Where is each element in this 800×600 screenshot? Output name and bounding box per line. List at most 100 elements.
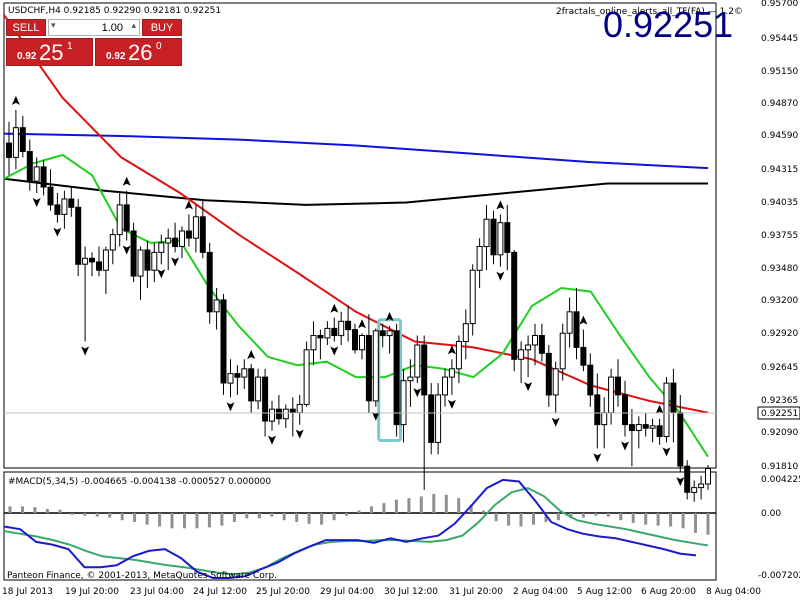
candle bbox=[483, 204, 490, 271]
candle bbox=[19, 115, 26, 158]
candle bbox=[303, 341, 310, 407]
macd-hist-bar bbox=[519, 513, 523, 527]
bull-candle-body bbox=[435, 394, 442, 443]
fractal-down-icon bbox=[32, 198, 41, 207]
bull-candle-body bbox=[566, 311, 573, 334]
bear-candle-body bbox=[206, 251, 213, 313]
fractal-up-icon bbox=[447, 345, 456, 355]
buy-price-fraction: 0 bbox=[156, 41, 162, 52]
candle bbox=[220, 294, 227, 395]
fractal-up-icon bbox=[358, 319, 366, 329]
candle bbox=[379, 323, 386, 348]
price-tick: 0.93200 bbox=[761, 296, 798, 306]
macd-hist-bar bbox=[195, 513, 199, 529]
price-tick: 0.95445 bbox=[761, 34, 798, 44]
bull-candle-body bbox=[213, 299, 220, 313]
sell-price-prefix: 0.92 bbox=[17, 51, 37, 62]
macd-hist-bar bbox=[569, 513, 573, 519]
candle bbox=[199, 199, 206, 259]
macd-hist-bar bbox=[432, 493, 436, 513]
macd-hist-bar bbox=[544, 513, 548, 522]
macd-main-line bbox=[3, 478, 697, 579]
price-tick: 0.94035 bbox=[761, 198, 798, 208]
price-chart-area[interactable] bbox=[3, 14, 711, 502]
buy-button[interactable]: BUY bbox=[142, 19, 182, 36]
candle bbox=[448, 359, 455, 395]
bull-candle-body bbox=[497, 222, 504, 256]
bull-candle-body bbox=[310, 335, 317, 351]
bull-candle-body bbox=[269, 408, 275, 422]
lot-size-input[interactable] bbox=[61, 21, 123, 34]
bear-candle-body bbox=[421, 344, 428, 396]
macd-hist-bar bbox=[8, 506, 12, 513]
time-tick: 24 Jul 12:00 bbox=[193, 587, 247, 597]
macd-hist-bar bbox=[482, 510, 486, 513]
sell-button[interactable]: SELL bbox=[6, 19, 46, 36]
candle bbox=[185, 214, 192, 247]
candle bbox=[635, 416, 642, 449]
bear-candle-body bbox=[352, 329, 358, 351]
candle bbox=[525, 335, 532, 378]
bull-candle-body bbox=[82, 257, 89, 265]
bull-candle-body bbox=[635, 424, 642, 432]
bear-candle-body bbox=[47, 186, 54, 206]
macd-hist-bar bbox=[407, 498, 411, 513]
buy-price-box[interactable]: 0.92 26 0 bbox=[95, 38, 182, 66]
bear-candle-body bbox=[504, 222, 511, 253]
macd-hist-bar bbox=[108, 513, 112, 518]
candle bbox=[123, 190, 130, 241]
macd-hist-bar bbox=[370, 506, 373, 513]
bear-candle-body bbox=[594, 394, 601, 426]
candle bbox=[504, 204, 511, 271]
current-price-box bbox=[757, 406, 800, 420]
bull-candle-body bbox=[705, 468, 711, 485]
price-tick: 0.92365 bbox=[761, 396, 798, 406]
macd-hist-bar bbox=[494, 513, 498, 522]
bull-candle-body bbox=[448, 368, 455, 378]
price-tick: 0.92645 bbox=[761, 363, 798, 373]
fractal-down-icon bbox=[524, 382, 533, 392]
bear-candle-body bbox=[248, 368, 255, 402]
candle bbox=[33, 157, 40, 193]
sell-price-box[interactable]: 0.92 25 1 bbox=[6, 38, 93, 66]
bull-candle-body bbox=[165, 237, 172, 244]
bear-candle-body bbox=[622, 394, 628, 426]
candle bbox=[372, 328, 379, 407]
bear-candle-body bbox=[26, 151, 33, 182]
bull-candle-body bbox=[476, 246, 483, 271]
bull-candle-body bbox=[241, 368, 248, 378]
lot-increase-icon[interactable]: ▴ bbox=[131, 21, 136, 31]
bear-candle-body bbox=[172, 237, 179, 247]
lot-decrease-icon[interactable]: ▾ bbox=[51, 21, 56, 31]
candle bbox=[317, 329, 324, 360]
fractal-up-icon bbox=[579, 315, 588, 325]
fractal-up-icon bbox=[655, 404, 664, 414]
macd-hist-bar bbox=[656, 513, 660, 526]
candle bbox=[54, 193, 61, 223]
price-tick: 0.94315 bbox=[761, 165, 798, 175]
macd-hist-bar bbox=[158, 513, 162, 527]
candle bbox=[442, 368, 448, 407]
bull-candle-body bbox=[442, 376, 448, 396]
bear-candle-body bbox=[289, 408, 296, 414]
bull-candle-body bbox=[151, 251, 158, 271]
candle bbox=[428, 383, 435, 455]
macd-hist-bar bbox=[669, 513, 673, 527]
candle bbox=[206, 242, 213, 324]
price-axis: 0.95700 0.95445 0.95150 0.94870 0.94590 … bbox=[761, 0, 798, 472]
bear-candle-body bbox=[199, 216, 206, 253]
fractal-down-icon bbox=[157, 269, 166, 279]
macd-chart-area[interactable] bbox=[3, 478, 716, 579]
macd-hist-bar bbox=[295, 513, 299, 522]
fractal-down-icon bbox=[371, 411, 380, 421]
macd-hist-bar bbox=[183, 513, 186, 529]
big-price: 0.92251 bbox=[603, 4, 733, 45]
bear-candle-body bbox=[144, 249, 151, 271]
bear-candle-body bbox=[6, 142, 12, 158]
fractal-down-icon bbox=[53, 227, 62, 237]
bear-candle-body bbox=[54, 204, 61, 215]
fractal-down-icon bbox=[330, 346, 339, 356]
bull-candle-body bbox=[469, 269, 476, 325]
fractal-up-icon bbox=[184, 200, 193, 210]
